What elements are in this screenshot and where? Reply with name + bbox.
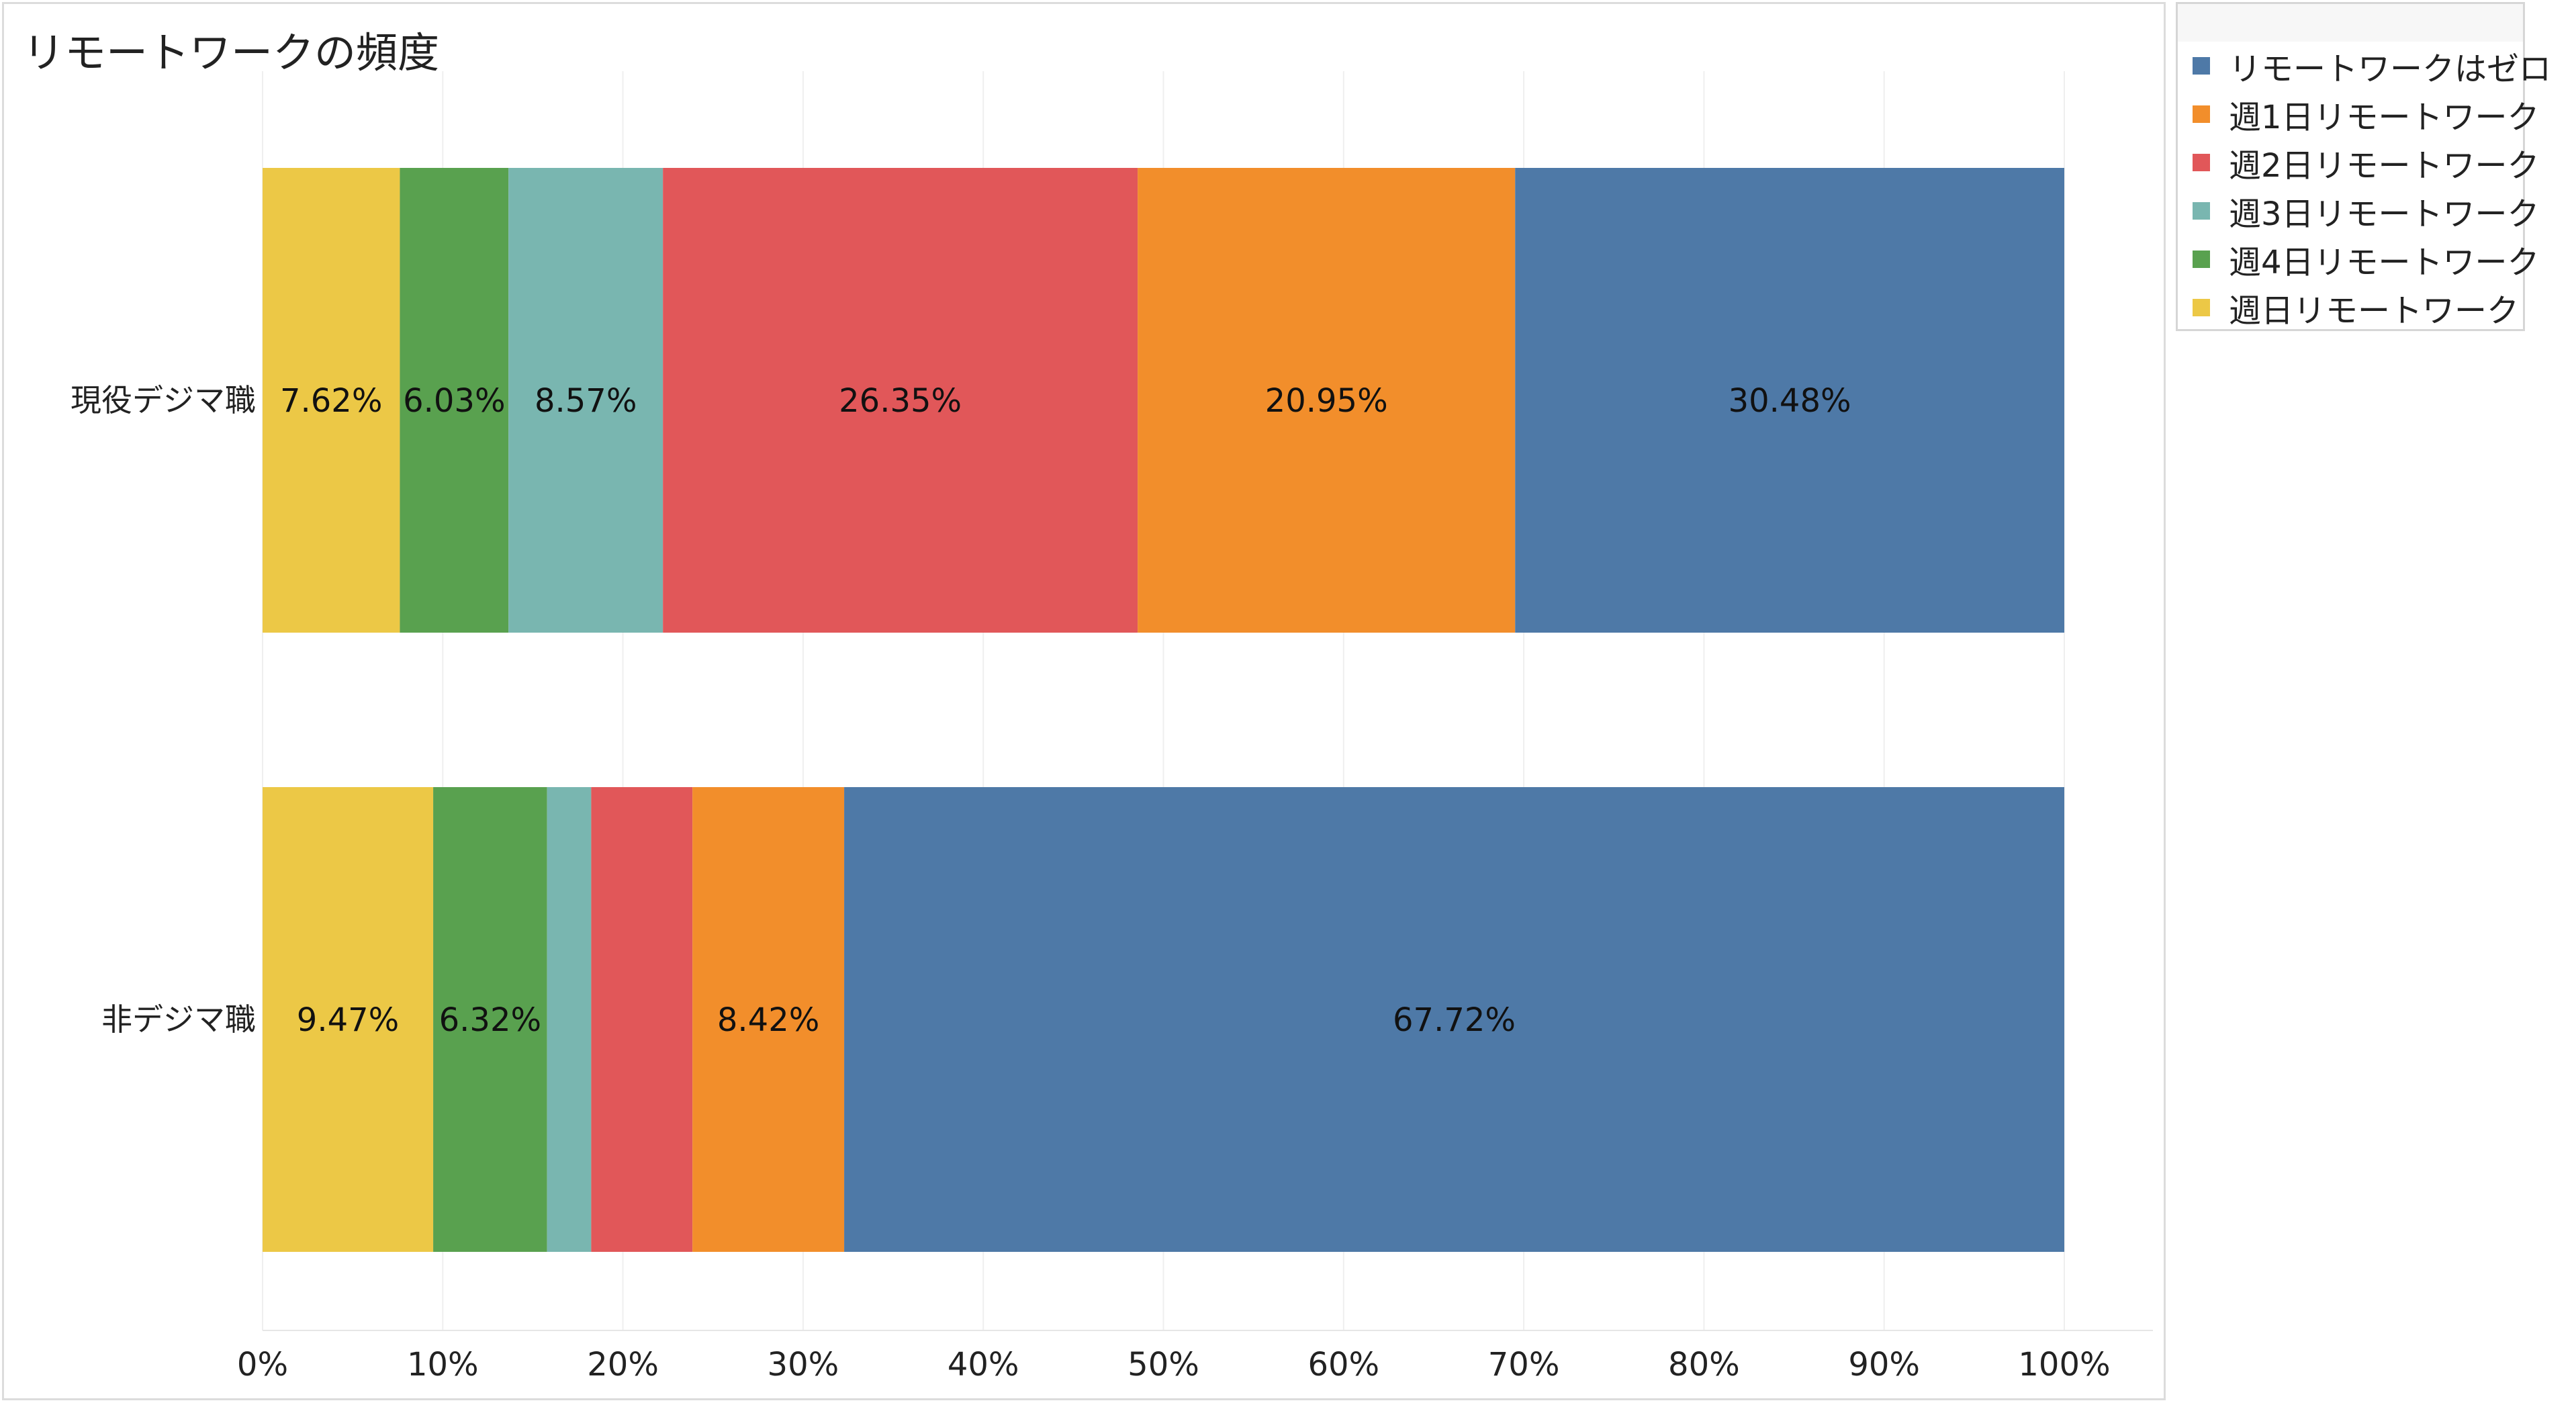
legend-item[interactable]: リモートワークはゼロ xyxy=(2178,42,2551,90)
legend-item[interactable]: 週日リモートワーク xyxy=(2178,283,2523,332)
bar-segment[interactable] xyxy=(433,787,547,1252)
bar-segment[interactable] xyxy=(547,787,592,1252)
legend-label: 週1日リモートワーク xyxy=(2229,99,2540,136)
legend-swatch xyxy=(2193,202,2210,220)
x-tick-label: 30% xyxy=(768,1346,839,1383)
x-tick-label: 10% xyxy=(407,1346,479,1383)
bar-segment[interactable] xyxy=(663,168,1138,633)
bar-segment[interactable] xyxy=(1515,168,2064,633)
legend-swatch xyxy=(2193,251,2210,268)
bar-data-label: 67.72% xyxy=(1393,1001,1516,1039)
legend-item[interactable]: 週1日リモートワーク xyxy=(2178,90,2540,138)
chart-title: リモートワークの頻度 xyxy=(23,28,440,77)
legend-item[interactable]: 週2日リモートワーク xyxy=(2178,138,2540,187)
bar-data-label: 8.42% xyxy=(717,1001,819,1039)
bar-data-label: 20.95% xyxy=(1265,382,1388,420)
bar-segment[interactable] xyxy=(591,787,693,1252)
bar-segment[interactable] xyxy=(400,168,509,633)
bar-segment[interactable] xyxy=(844,787,2064,1252)
x-tick-label: 90% xyxy=(1848,1346,1920,1383)
legend-label: 週4日リモートワーク xyxy=(2229,244,2540,281)
bar-data-label: 9.47% xyxy=(297,1001,399,1039)
legend-item[interactable]: 週4日リモートワーク xyxy=(2178,235,2540,283)
bar-data-label: 30.48% xyxy=(1729,382,1851,420)
bar-data-label: 8.57% xyxy=(535,382,637,420)
legend-items: リモートワークはゼロ 週1日リモートワーク 週2日リモートワーク 週3日リモートワーク… xyxy=(2178,42,2551,332)
legend-label: 週3日リモートワーク xyxy=(2229,195,2540,233)
bar-data-label: 6.32% xyxy=(439,1001,541,1039)
bar-segment[interactable] xyxy=(692,787,845,1252)
legend-item[interactable]: 週3日リモートワーク xyxy=(2178,187,2540,235)
legend-header xyxy=(2178,4,2523,42)
x-tick-label: 80% xyxy=(1668,1346,1740,1383)
legend-label: リモートワークはゼロ xyxy=(2229,50,2552,88)
x-tick-label: 0% xyxy=(237,1346,288,1383)
bar-data-label: 7.62% xyxy=(280,382,382,420)
bar-segment[interactable] xyxy=(263,168,400,633)
legend-swatch xyxy=(2193,57,2210,75)
legend-label: 週日リモートワーク xyxy=(2229,292,2520,330)
bar-segment[interactable] xyxy=(1138,168,1516,633)
y-category-label: 非デジマ職 xyxy=(101,1001,256,1038)
chart-panel: リモートワークの頻度 7.62% 6.03% 8.57% 26.35% 20.95% 30… xyxy=(2,2,2166,1400)
bar-data-label: 6.03% xyxy=(403,382,505,420)
x-tick-label: 60% xyxy=(1307,1346,1379,1383)
bar-segment[interactable] xyxy=(263,787,434,1252)
legend-swatch xyxy=(2193,299,2210,316)
x-tick-label: 50% xyxy=(1128,1346,1199,1383)
x-tick-label: 100% xyxy=(2018,1346,2110,1383)
bar-data-label: 26.35% xyxy=(839,382,962,420)
legend: リモートワークはゼロ 週1日リモートワーク 週2日リモートワーク 週3日リモートワーク… xyxy=(2176,2,2551,332)
legend-swatch xyxy=(2193,105,2210,123)
x-tick-label: 40% xyxy=(948,1346,1019,1383)
stacked-bar-chart: 7.62% 6.03% 8.57% 26.35% 20.95% 30.48% 現役デジマ職 9… xyxy=(71,71,2153,1383)
x-tick-label: 20% xyxy=(587,1346,659,1383)
x-tick-label: 70% xyxy=(1488,1346,1560,1383)
y-category-label: 現役デジマ職 xyxy=(71,382,256,418)
legend-label: 週2日リモートワーク xyxy=(2229,147,2540,185)
bar-segment[interactable] xyxy=(508,168,663,633)
legend-swatch xyxy=(2193,154,2210,171)
